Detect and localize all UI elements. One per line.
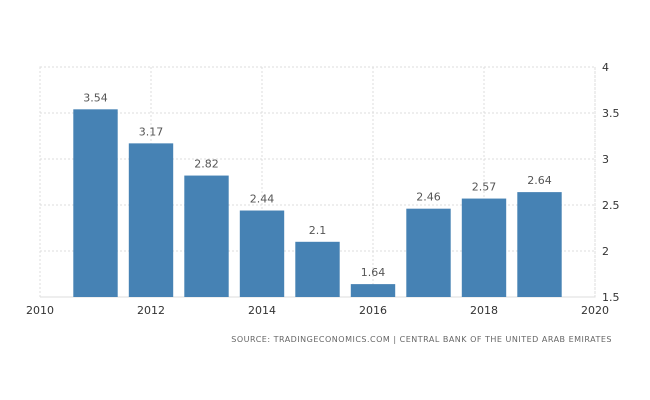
- x-tick-label: 2014: [248, 304, 276, 317]
- x-tick-label: 2020: [581, 304, 609, 317]
- bar: [73, 109, 118, 297]
- data-label: 2.44: [250, 193, 275, 206]
- data-label: 3.54: [83, 91, 108, 104]
- bar: [239, 210, 285, 297]
- y-tick-label: 2.5: [602, 199, 620, 212]
- x-tick-label: 2016: [359, 304, 387, 317]
- y-tick-label: 2: [602, 245, 609, 258]
- bar: [406, 208, 451, 297]
- source-note: SOURCE: TRADINGECONOMICS.COM | CENTRAL B…: [231, 335, 612, 344]
- bars: [73, 109, 562, 297]
- bar: [461, 198, 507, 297]
- y-tick-label: 1.5: [602, 291, 620, 304]
- bar: [128, 143, 174, 297]
- data-label: 2.64: [527, 174, 552, 187]
- bar: [350, 284, 396, 297]
- data-label: 1.64: [361, 266, 386, 279]
- y-tick-label: 4: [602, 61, 609, 74]
- x-tick-label: 2018: [470, 304, 498, 317]
- y-tick-label: 3: [602, 153, 609, 166]
- data-label: 2.1: [309, 224, 327, 237]
- data-labels: 3.54 3.17 2.82 2.44 2.1 1.64 2.46 2.57 2.64: [83, 91, 552, 279]
- y-axis-ticks: 1.5 2 2.5 3 3.5 4: [602, 61, 620, 304]
- bar: [517, 192, 562, 297]
- data-label: 2.46: [416, 191, 441, 204]
- bar: [295, 241, 340, 297]
- y-tick-label: 3.5: [602, 107, 620, 120]
- data-label: 2.57: [472, 181, 497, 194]
- x-tick-label: 2010: [26, 304, 54, 317]
- data-label: 2.82: [194, 158, 219, 171]
- x-axis-ticks: 2010 2012 2014 2016 2018 2020: [26, 304, 609, 317]
- x-tick-label: 2012: [137, 304, 165, 317]
- plot-area-frame: [39, 66, 596, 298]
- bar: [184, 175, 229, 297]
- data-label: 3.17: [139, 125, 164, 138]
